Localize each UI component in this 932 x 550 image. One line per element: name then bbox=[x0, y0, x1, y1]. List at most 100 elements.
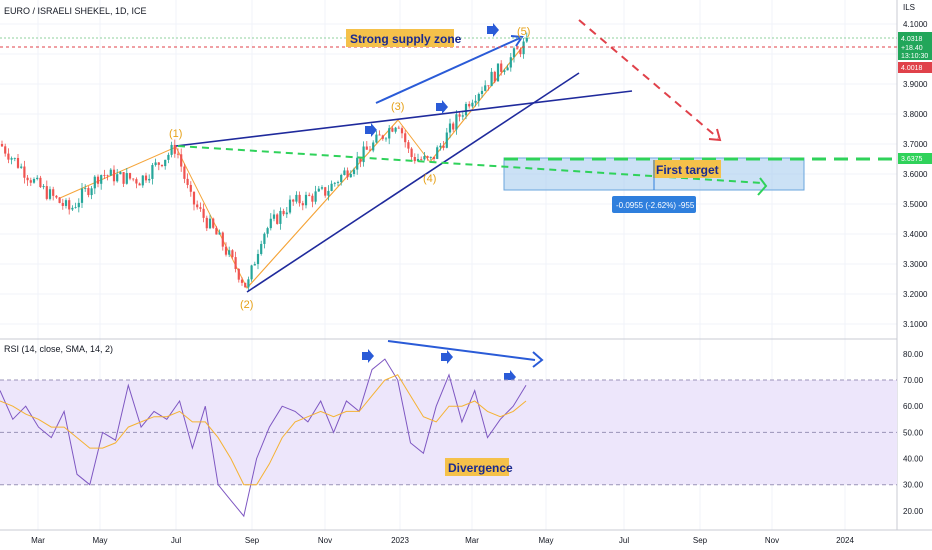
pointer-arrow bbox=[441, 350, 453, 364]
candle-body bbox=[439, 145, 442, 148]
candle-body bbox=[16, 157, 20, 168]
candle-body bbox=[500, 63, 503, 72]
candle-body bbox=[231, 250, 234, 258]
price-change-text: +18.40 bbox=[901, 45, 923, 52]
candle-body bbox=[256, 253, 260, 265]
price-tick-label: 3.7000 bbox=[903, 140, 928, 149]
time-tick-label: Jul bbox=[619, 536, 629, 545]
candle-body bbox=[407, 142, 410, 149]
wave-label: (3) bbox=[391, 101, 404, 113]
candle-body bbox=[423, 156, 426, 160]
candle-body bbox=[381, 135, 384, 139]
candle-body bbox=[84, 188, 87, 189]
candle-body bbox=[7, 153, 10, 160]
candle-body bbox=[196, 204, 199, 208]
candle-body bbox=[247, 279, 250, 288]
candle-body bbox=[461, 115, 464, 117]
candle-body bbox=[384, 138, 388, 140]
candle-body bbox=[490, 71, 493, 87]
candle-body bbox=[253, 264, 256, 266]
candle-body bbox=[413, 157, 416, 162]
candle-body bbox=[29, 180, 32, 183]
time-tick-label: Mar bbox=[31, 536, 45, 545]
candle-body bbox=[64, 200, 68, 206]
green-level-badge bbox=[898, 153, 932, 164]
candle-body bbox=[484, 85, 487, 91]
candle-body bbox=[55, 195, 58, 198]
candle-body bbox=[32, 179, 36, 183]
wave-channel-line bbox=[429, 44, 525, 163]
candle-body bbox=[20, 166, 23, 168]
wave-labels: (1) (2) (3) (4) (5) bbox=[169, 26, 530, 311]
price-tick-label: 3.6000 bbox=[903, 170, 928, 179]
time-axis: Mar May Jul Sep Nov 2023 Mar May Jul Sep Nov 2024 bbox=[31, 536, 854, 545]
candle-body bbox=[103, 175, 106, 176]
candle-body bbox=[176, 153, 180, 155]
candle-body bbox=[170, 144, 173, 155]
time-tick-label: May bbox=[92, 536, 107, 545]
candle-body bbox=[90, 188, 93, 196]
candle-body bbox=[173, 144, 176, 154]
candle-body bbox=[477, 93, 480, 101]
candle-body bbox=[311, 195, 314, 202]
candle-body bbox=[388, 128, 391, 139]
candle-body bbox=[74, 207, 77, 209]
candle-body bbox=[164, 159, 167, 167]
candle-body bbox=[128, 173, 132, 179]
candle-body bbox=[154, 162, 157, 166]
candle-body bbox=[250, 265, 253, 280]
price-tick-label: 3.4000 bbox=[903, 230, 928, 239]
candle-body bbox=[308, 194, 311, 196]
candle-body bbox=[436, 147, 439, 159]
candle-body bbox=[378, 134, 381, 136]
time-tick-label: Sep bbox=[693, 536, 708, 545]
candle-body bbox=[61, 202, 64, 206]
candle-body bbox=[394, 127, 397, 132]
candle-body bbox=[452, 123, 455, 130]
time-tick-label: 2023 bbox=[391, 536, 409, 545]
green-level-text: 3.6375 bbox=[901, 156, 923, 163]
candle-body bbox=[368, 149, 372, 151]
candle-body bbox=[135, 179, 138, 184]
lower-trend-line[interactable] bbox=[246, 72, 580, 293]
candle-body bbox=[42, 186, 45, 188]
candle-body bbox=[298, 194, 301, 204]
candle-body bbox=[496, 63, 500, 82]
candle-body bbox=[349, 173, 352, 178]
green-trend-dashed[interactable] bbox=[177, 145, 763, 184]
measure-box bbox=[612, 196, 696, 213]
candle-body bbox=[522, 41, 525, 55]
candle-body bbox=[125, 173, 128, 184]
candle-body bbox=[180, 154, 183, 167]
rsi-axis: 80.00 70.00 60.00 50.00 40.00 30.00 20.00 bbox=[903, 350, 924, 516]
candle-body bbox=[282, 210, 285, 215]
candle-body bbox=[266, 228, 269, 234]
candle-body bbox=[199, 207, 202, 209]
candle-body bbox=[356, 157, 359, 170]
impulse-arrow-head bbox=[510, 35, 524, 47]
candle-body bbox=[455, 114, 458, 130]
candle-body bbox=[365, 146, 368, 150]
time-tick-label: Nov bbox=[318, 536, 332, 545]
candle-body bbox=[192, 191, 196, 205]
wave-label: (5) bbox=[517, 26, 530, 38]
price-tick-label: 3.2000 bbox=[903, 290, 928, 299]
candle-body bbox=[215, 227, 218, 235]
rsi-tick-label: 60.00 bbox=[903, 402, 924, 411]
candle-body bbox=[13, 157, 16, 159]
candle-body bbox=[285, 212, 288, 215]
candle-body bbox=[397, 127, 400, 129]
candle-body bbox=[87, 188, 90, 196]
pointer-arrow bbox=[365, 123, 377, 137]
candle-body bbox=[432, 156, 436, 159]
candle-body bbox=[148, 178, 151, 181]
projection-arrow-head bbox=[708, 128, 722, 142]
candle-body bbox=[71, 207, 74, 210]
candle-body bbox=[487, 85, 490, 87]
candle-body bbox=[343, 170, 346, 175]
candle-body bbox=[340, 174, 343, 183]
upper-trend-line[interactable] bbox=[175, 90, 633, 147]
candle-body bbox=[474, 100, 477, 103]
candle-body bbox=[493, 71, 496, 82]
wave-path bbox=[59, 44, 525, 289]
